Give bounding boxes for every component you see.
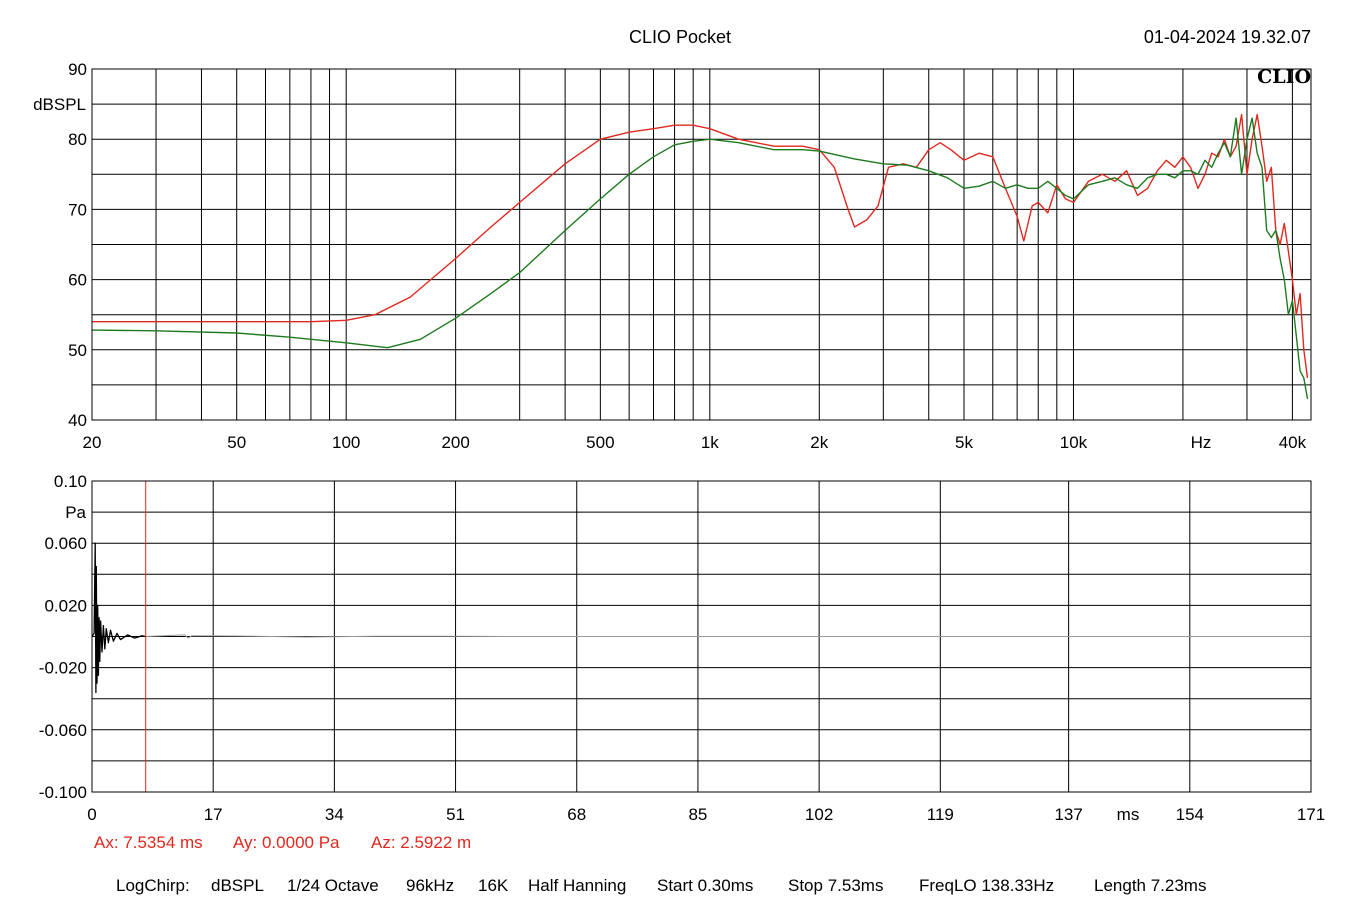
- ir-impulse-line: [91, 542, 146, 694]
- ir-y-tick-label: -0.100: [39, 783, 87, 802]
- ir-y-tick-label: 0.10: [54, 472, 87, 491]
- fr-y-tick-label: 60: [68, 271, 87, 290]
- ir-y-tick-label: -0.060: [39, 721, 87, 740]
- ir-y-tick-label: 0.060: [44, 534, 87, 553]
- fr-x-tick-label: 200: [441, 433, 469, 452]
- setting-item: 16K: [478, 876, 509, 895]
- fr-x-tick-labels: 20 50 100 200 500 1k 2k 5k 10k 40k: [83, 433, 1307, 452]
- fr-y-tick-labels: 90 80 70 60 50 40: [68, 60, 87, 430]
- ir-x-tick-label: 34: [325, 805, 344, 824]
- ir-y-tick-label: -0.020: [39, 659, 87, 678]
- ir-y-axis-unit: Pa: [65, 503, 86, 522]
- setting-item: 1/24 Octave: [287, 876, 379, 895]
- ir-x-tick-labels: 0 17 34 51 68 85 102 119 137 154 171: [87, 805, 1325, 824]
- fr-series-red-line: [92, 113, 1309, 378]
- ir-x-tick-label: 171: [1297, 805, 1325, 824]
- fr-series-green-line: [91, 117, 1309, 400]
- fr-y-tick-label: 50: [68, 341, 87, 360]
- setting-item: Half Hanning: [528, 876, 626, 895]
- fr-y-tick-label: 70: [68, 200, 87, 219]
- clio-logo: CLIO: [1257, 66, 1311, 88]
- timestamp: 01-04-2024 19.32.07: [1144, 27, 1311, 47]
- ir-series-group: [91, 542, 1311, 694]
- fr-y-tick-label: 90: [68, 60, 87, 79]
- fr-x-tick-label: 100: [332, 433, 360, 452]
- ir-x-tick-label: 51: [446, 805, 465, 824]
- impulse-response-plot: 0.10 0.060 0.020 -0.020 -0.060 -0.100 0 17 34 51…: [39, 472, 1325, 824]
- app-title: CLIO Pocket: [629, 27, 731, 47]
- fr-x-axis-unit: Hz: [1191, 433, 1212, 452]
- fr-y-tick-label: 80: [68, 130, 87, 149]
- measurement-settings: LogChirp: dBSPL 1/24 Octave 96kHz 16K Ha…: [116, 876, 1206, 895]
- fr-x-tick-label: 20: [83, 433, 102, 452]
- ir-x-tick-label: 102: [805, 805, 833, 824]
- setting-item: Start 0.30ms: [657, 876, 753, 895]
- ir-x-tick-label: 68: [567, 805, 586, 824]
- ir-x-tick-label: 154: [1176, 805, 1204, 824]
- cursor-az: Az: 2.5922 m: [371, 833, 471, 852]
- setting-item: Stop 7.53ms: [788, 876, 883, 895]
- fr-x-tick-label: 1k: [701, 433, 719, 452]
- fr-x-tick-label: 40k: [1279, 433, 1307, 452]
- fr-x-tick-label: 5k: [955, 433, 973, 452]
- fr-grid: [92, 69, 1311, 420]
- frequency-response-plot: 90 80 70 60 50 40 20 50 100 200 500 1k 2k 5k 10k 40k d…: [33, 60, 1312, 452]
- cursor-readout: Ax: 7.5354 ms Ay: 0.0000 Pa Az: 2.5922 m: [94, 833, 471, 852]
- fr-y-tick-label: 40: [68, 411, 87, 430]
- setting-item: FreqLO 138.33Hz: [919, 876, 1054, 895]
- cursor-ax: Ax: 7.5354 ms: [94, 833, 203, 852]
- fr-x-tick-label: 10k: [1060, 433, 1088, 452]
- ir-y-tick-label: 0.020: [44, 596, 87, 615]
- cursor-ay: Ay: 0.0000 Pa: [233, 833, 340, 852]
- setting-item: Length 7.23ms: [1094, 876, 1206, 895]
- ir-x-tick-label: 137: [1054, 805, 1082, 824]
- ir-x-tick-label: 85: [688, 805, 707, 824]
- fr-y-axis-label: dBSPL: [33, 95, 86, 114]
- fr-x-tick-label: 500: [586, 433, 614, 452]
- fr-plot-frame: [91, 68, 1312, 421]
- setting-item: LogChirp:: [116, 876, 190, 895]
- setting-item: dBSPL: [211, 876, 264, 895]
- fr-series-group: [91, 113, 1309, 400]
- ir-plot-frame: [91, 480, 1312, 793]
- ir-tail-line: [145, 634, 1311, 639]
- ir-x-tick-label: 0: [87, 805, 96, 824]
- ir-x-axis-unit: ms: [1117, 805, 1140, 824]
- ir-x-tick-label: 17: [204, 805, 223, 824]
- ir-x-tick-label: 119: [927, 805, 954, 824]
- fr-x-tick-label: 50: [227, 433, 246, 452]
- fr-x-tick-label: 2k: [810, 433, 828, 452]
- setting-item: 96kHz: [406, 876, 454, 895]
- ir-y-tick-labels: 0.10 0.060 0.020 -0.020 -0.060 -0.100: [39, 472, 87, 802]
